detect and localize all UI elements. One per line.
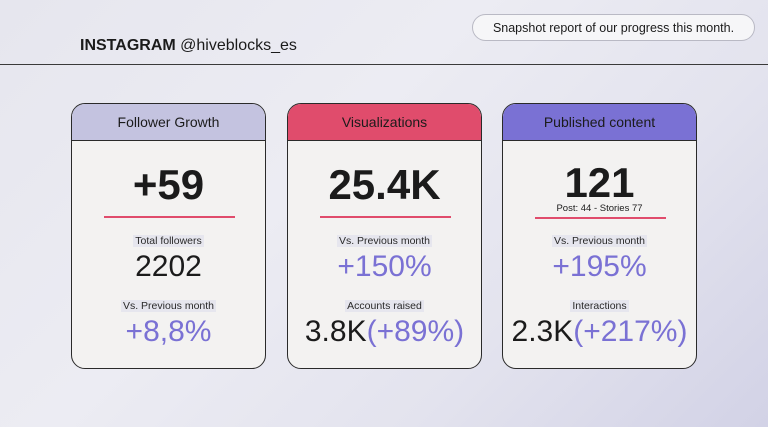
post-stories-breakdown: Post: 44 - Stories 77 — [556, 203, 643, 214]
visualizations-value: 25.4K — [328, 161, 441, 208]
published-content-card: Published content 121 Post: 44 - Stories… — [502, 103, 697, 369]
snapshot-pill: Snapshot report of our progress this mon… — [472, 14, 755, 41]
total-followers-label: Total followers — [133, 235, 204, 247]
accounts-raised-count: 3.8K — [304, 315, 367, 348]
card-title: Published content — [503, 104, 696, 141]
interactions-change: (+217%) — [573, 315, 688, 348]
interactions-count: 2.3K — [511, 315, 574, 348]
card-title: Visualizations — [288, 104, 481, 141]
brand-name: INSTAGRAM — [80, 37, 176, 54]
vs-previous-label: Vs. Previous month — [336, 235, 433, 247]
vs-previous-value: +195% — [552, 250, 647, 283]
header-title: INSTAGRAM @hiveblocks_es — [80, 37, 297, 55]
card-title: Follower Growth — [72, 104, 265, 141]
vs-previous-value: +150% — [337, 250, 432, 283]
vs-previous-value: +8,8% — [125, 315, 212, 348]
follower-growth-card: Follower Growth +59 Total followers 2202… — [71, 103, 266, 369]
vs-previous-label: Vs. Previous month — [551, 235, 648, 247]
interactions-value: 2.3K(+217%) — [503, 314, 696, 350]
card-divider — [320, 216, 451, 218]
published-content-value: 121 — [564, 159, 635, 206]
interactions-label: Interactions — [570, 300, 629, 312]
follower-growth-value: +59 — [132, 161, 205, 208]
accounts-raised-value: 3.8K(+89%) — [288, 314, 481, 350]
account-handle: @hiveblocks_es — [180, 37, 297, 54]
accounts-raised-label: Accounts raised — [345, 300, 424, 312]
total-followers-value: 2202 — [135, 250, 202, 283]
vs-previous-label: Vs. Previous month — [120, 300, 217, 312]
visualizations-card: Visualizations 25.4K Vs. Previous month … — [287, 103, 482, 369]
accounts-raised-change: (+89%) — [366, 315, 465, 348]
card-divider — [535, 217, 666, 219]
card-divider — [104, 216, 235, 218]
header-divider — [0, 64, 768, 65]
